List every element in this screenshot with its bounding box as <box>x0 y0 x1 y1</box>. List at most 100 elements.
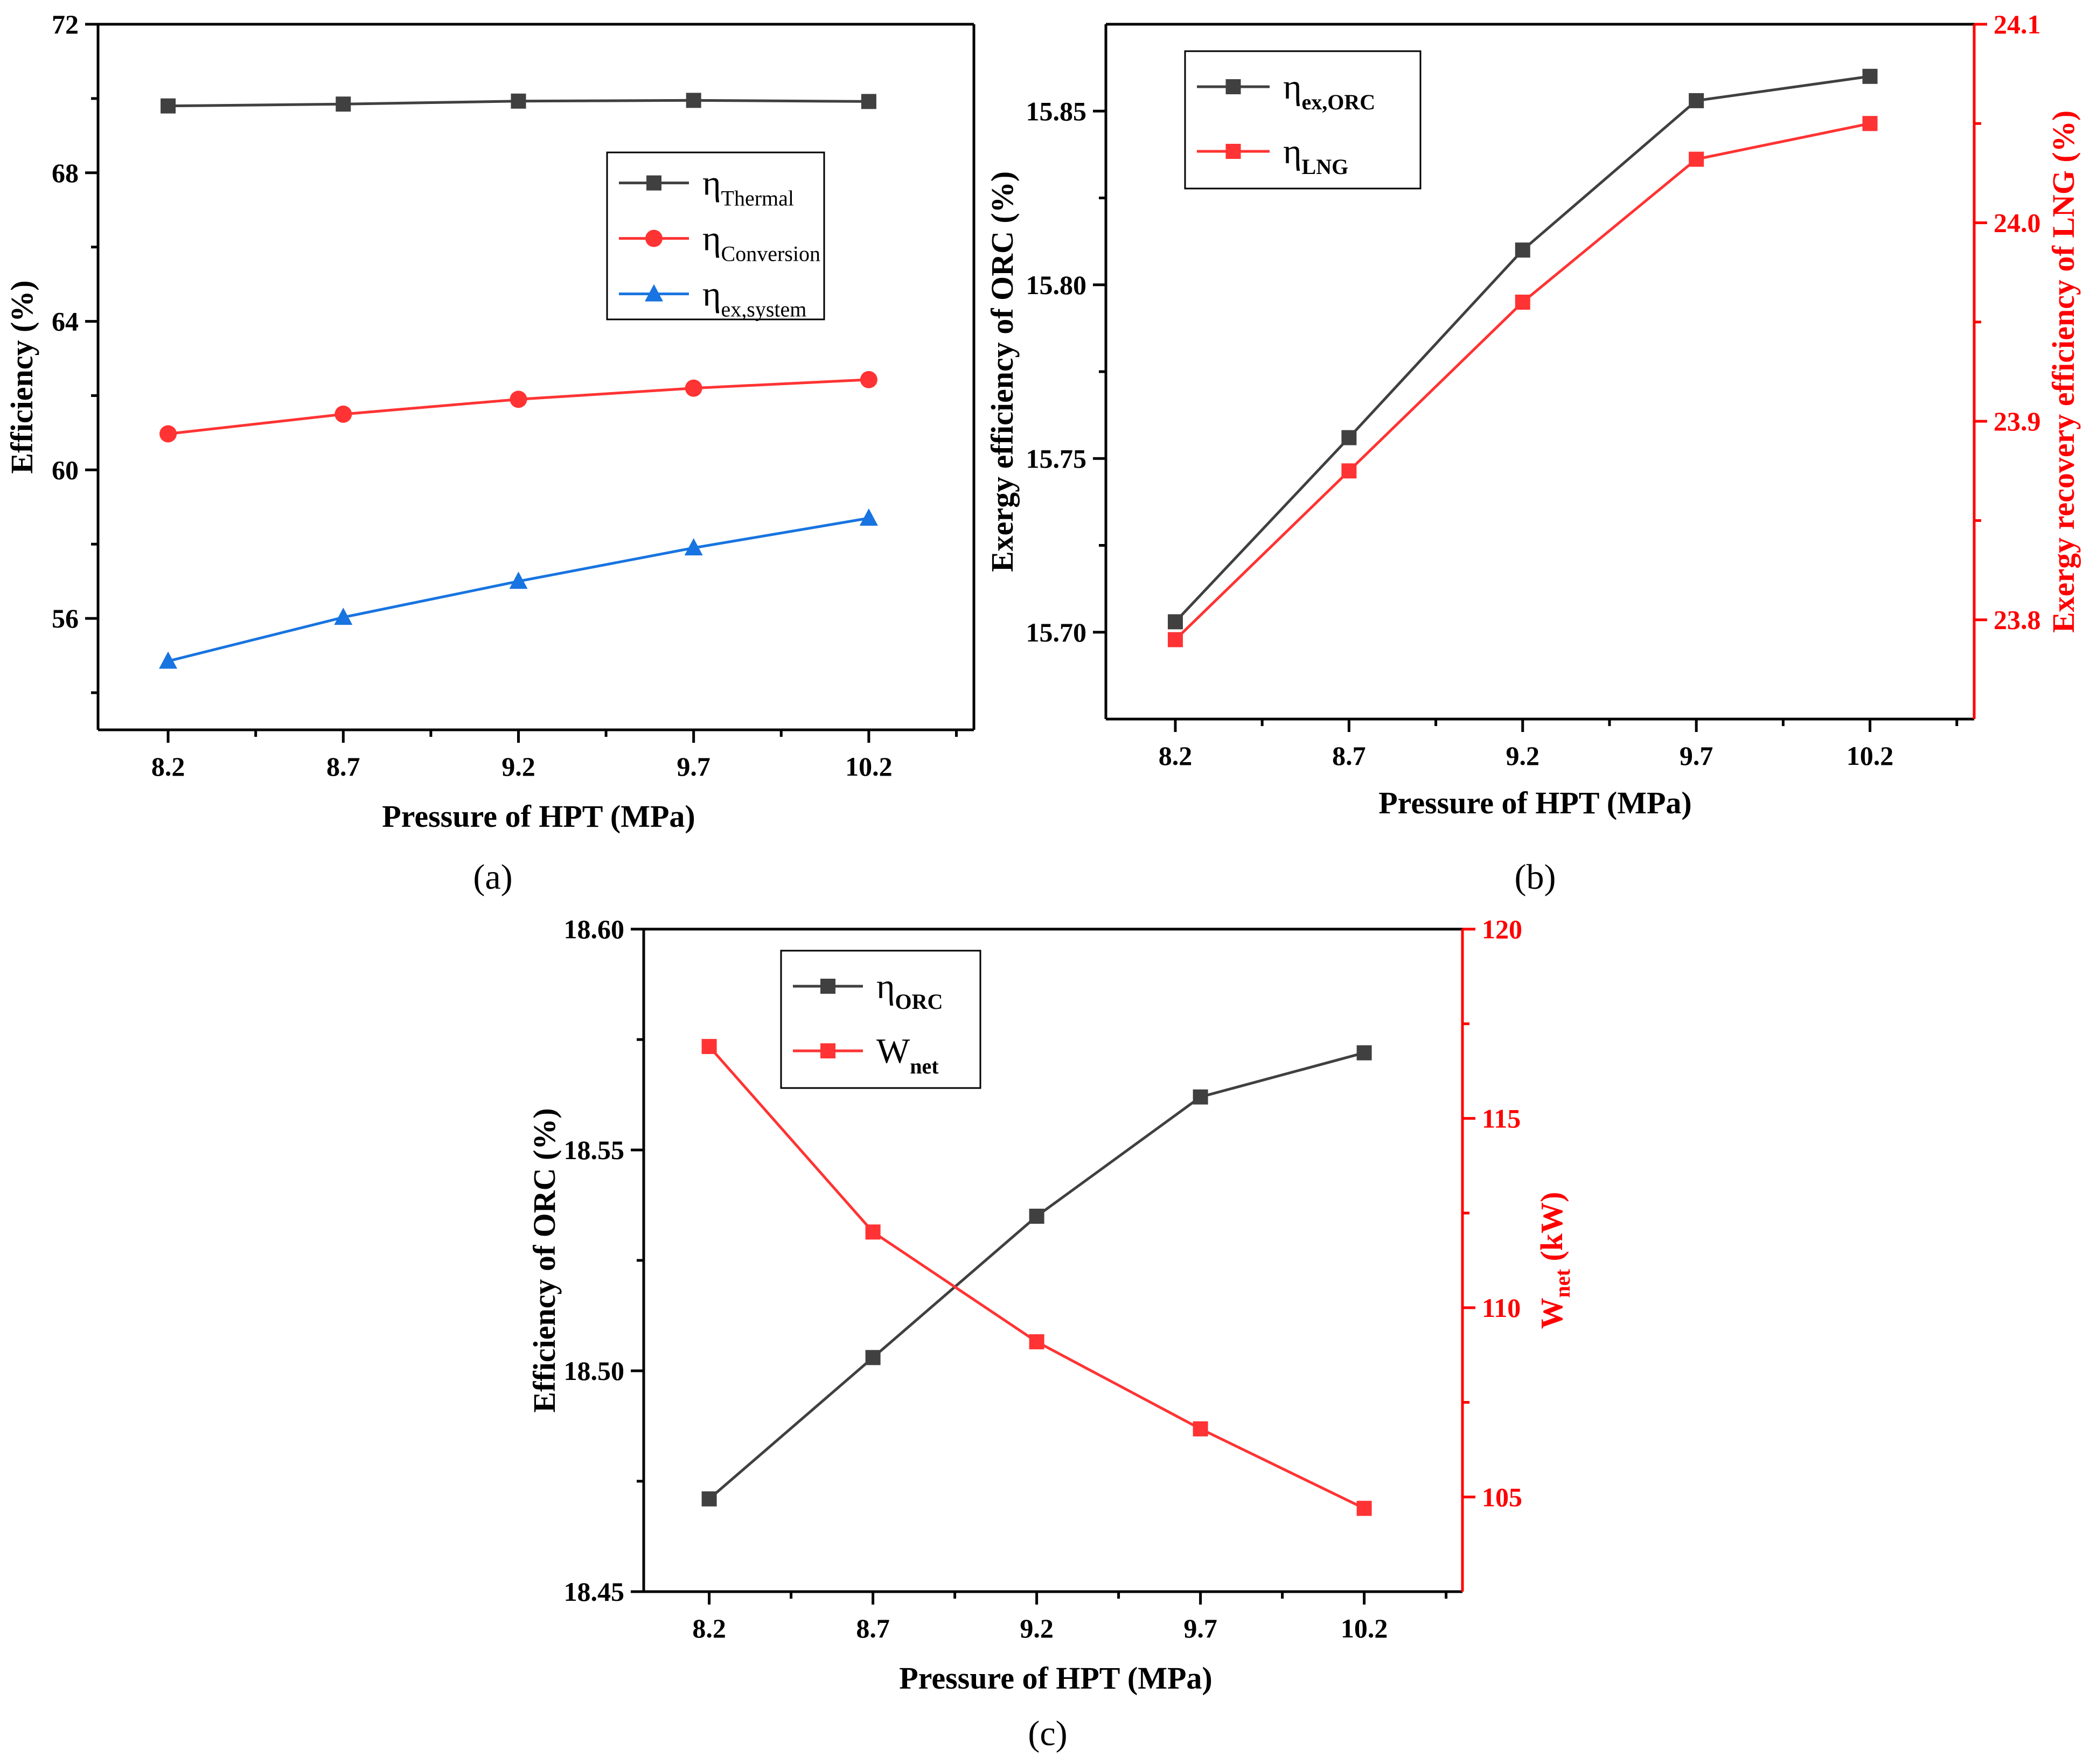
panel-c-x-tick-label: 9.7 <box>1183 1613 1217 1643</box>
panel-c-y2-tick-label: 110 <box>1482 1293 1521 1323</box>
panel-a-x-tick-label: 8.7 <box>326 751 360 782</box>
panel-a-y-tick-label: 68 <box>52 158 79 188</box>
panel-c-series-1-point <box>1356 1501 1372 1516</box>
panel-b-x-tick-label: 8.2 <box>1159 741 1193 771</box>
panel-a-x-tick-label: 10.2 <box>845 751 893 782</box>
panel-b-y2-tick-label: 23.9 <box>1994 406 2041 436</box>
panel-b-y2-title: Exergy recovery efficiency of LNG (%) <box>2046 110 2081 633</box>
panel-b-label: (b) <box>1515 857 1556 897</box>
panel-b-y2-tick-label: 23.8 <box>1994 605 2041 635</box>
panel-a-legend <box>606 151 825 320</box>
panel-b-series-0-point <box>1689 93 1704 108</box>
panel-a-x-tick-label: 9.7 <box>677 751 710 782</box>
panel-a-series-2-point <box>334 608 353 625</box>
panel-c-y-tick-label: 18.60 <box>564 914 625 944</box>
panel-a-series-1-point <box>685 379 702 397</box>
panel-a-x-tick-label: 9.2 <box>501 751 535 782</box>
panel-c-series-0-point <box>1193 1089 1208 1105</box>
panel-c-y-tick-label: 18.55 <box>564 1135 625 1165</box>
panel-b-y-tick-label: 15.75 <box>1026 443 1087 473</box>
panel-b-series-0-point <box>1515 242 1530 258</box>
panel-c-y-title: Efficiency of ORC (%) <box>527 1108 562 1412</box>
panel-a-series-0-point <box>686 93 701 108</box>
panel-a-legend-marker <box>645 284 663 302</box>
panel-c-series-0-point <box>865 1350 881 1365</box>
panel-b-series-0-point <box>1167 614 1183 630</box>
panel-c-series-0-point <box>1356 1045 1372 1061</box>
panel-c-y-tick-label: 18.45 <box>564 1577 625 1607</box>
panel-c-series-1-line <box>708 1045 1365 1510</box>
panel-a-series-1-point <box>510 391 527 408</box>
panel-c-series-1-point <box>1193 1421 1208 1437</box>
panel-b-series-1-point <box>1689 151 1704 167</box>
panel-a-series-1-point <box>335 405 352 423</box>
panel-c-y2-tick-label: 120 <box>1482 914 1522 944</box>
panel-a-x-title: Pressure of HPT (MPa) <box>382 799 695 834</box>
panel-c-series-0-line <box>708 1051 1365 1500</box>
panel-c-label: (c) <box>1028 1714 1067 1753</box>
panel-c-y-tick-label: 18.50 <box>564 1356 625 1386</box>
panel-a-legend-marker <box>645 229 663 247</box>
panel-b-chart: 8.2 8.7 9.2 9.7 10.2 15.70 15.75 15.80 15.85 23.8… <box>985 9 2081 897</box>
panel-a-series-0-point <box>511 93 526 109</box>
panel-c-x-tick-label: 8.2 <box>692 1613 726 1643</box>
panel-c-legend-marker <box>820 979 835 994</box>
panel-b-y-tick-label: 15.70 <box>1026 617 1087 647</box>
panel-c-x-title: Pressure of HPT (MPa) <box>899 1661 1213 1696</box>
panel-c-series-0-point <box>1029 1209 1044 1224</box>
panel-c-chart: 8.2 8.7 9.2 9.7 10.2 18.45 18.50 18.55 18.60 105 1… <box>527 914 1575 1753</box>
panel-c-series-1-point <box>701 1038 717 1054</box>
panel-c-x-tick-label: 9.2 <box>1020 1613 1054 1643</box>
panel-a-series-0-point <box>861 94 876 109</box>
panel-b-series-1-point <box>1862 116 1878 131</box>
panel-a-series-2-point <box>859 508 878 526</box>
panel-b-x-tick-label: 9.7 <box>1680 741 1713 771</box>
panel-b-legend-marker <box>1225 144 1241 159</box>
panel-b-series-1-point <box>1515 295 1530 310</box>
panel-a-series-2-point <box>509 571 528 589</box>
panel-b-x-tick-label: 9.2 <box>1506 741 1540 771</box>
panel-a-series-2-line <box>168 517 869 663</box>
panel-b-x-tick-label: 10.2 <box>1847 741 1894 771</box>
panel-a-y-tick-label: 60 <box>52 455 79 485</box>
panel-a-y-tick-label: 56 <box>52 603 79 633</box>
panel-c-legend <box>780 950 981 1089</box>
panel-a-series-0-point <box>336 96 351 112</box>
panel-c-y2-title: Wnet (kW) <box>1534 1192 1575 1329</box>
panel-b-series-1-line <box>1174 122 1871 641</box>
panel-b-series-1-point <box>1167 632 1183 647</box>
panel-b-y2-tick-label: 24.1 <box>1994 9 2041 39</box>
panel-a-label: (a) <box>473 857 512 897</box>
panel-b-x-title: Pressure of HPT (MPa) <box>1378 785 1692 820</box>
panel-b-series-0-point <box>1341 430 1357 445</box>
panel-b-y2-tick-label: 24.0 <box>1994 208 2041 238</box>
panel-c-x-tick-label: 10.2 <box>1341 1613 1388 1643</box>
panel-b-y-tick-label: 15.85 <box>1026 96 1087 126</box>
panel-a-series-2-point <box>684 538 703 556</box>
panel-c-x-tick-label: 8.7 <box>856 1613 890 1643</box>
panel-b-series-1-point <box>1341 463 1357 479</box>
panel-c-series-1-point <box>865 1224 881 1240</box>
panel-a-y-tick-label: 64 <box>52 306 79 337</box>
panel-b-legend <box>1184 50 1422 190</box>
panel-a-y-title: Efficiency (%) <box>4 280 39 473</box>
panel-c-series-0-point <box>701 1491 717 1507</box>
panel-b-legend-marker <box>1225 79 1241 94</box>
panel-a-legend-marker <box>646 175 661 191</box>
panel-c-y2-tick-label: 115 <box>1482 1103 1521 1133</box>
panel-a-series-2-point <box>159 651 178 669</box>
panel-a-series-1-point <box>860 371 877 388</box>
panel-a-y-tick-label: 72 <box>52 9 79 39</box>
panel-a-x-tick-label: 8.2 <box>151 751 185 782</box>
panel-b-y-tick-label: 15.80 <box>1026 270 1087 300</box>
panel-c-y2-tick-label: 105 <box>1482 1482 1522 1512</box>
panel-b-y-title: Exergy efficiency of ORC (%) <box>985 171 1020 572</box>
panel-a-series-1-point <box>159 425 177 443</box>
panel-a-chart: 8.2 8.7 9.2 9.7 10.25660646872ηThermalηConve… <box>4 9 976 897</box>
panel-c-series-1-point <box>1029 1334 1044 1350</box>
panel-a-series-0-point <box>161 98 176 114</box>
panel-c-legend-marker <box>820 1043 835 1058</box>
panel-b-series-0-point <box>1862 68 1878 84</box>
panel-b-x-tick-label: 8.7 <box>1332 741 1366 771</box>
